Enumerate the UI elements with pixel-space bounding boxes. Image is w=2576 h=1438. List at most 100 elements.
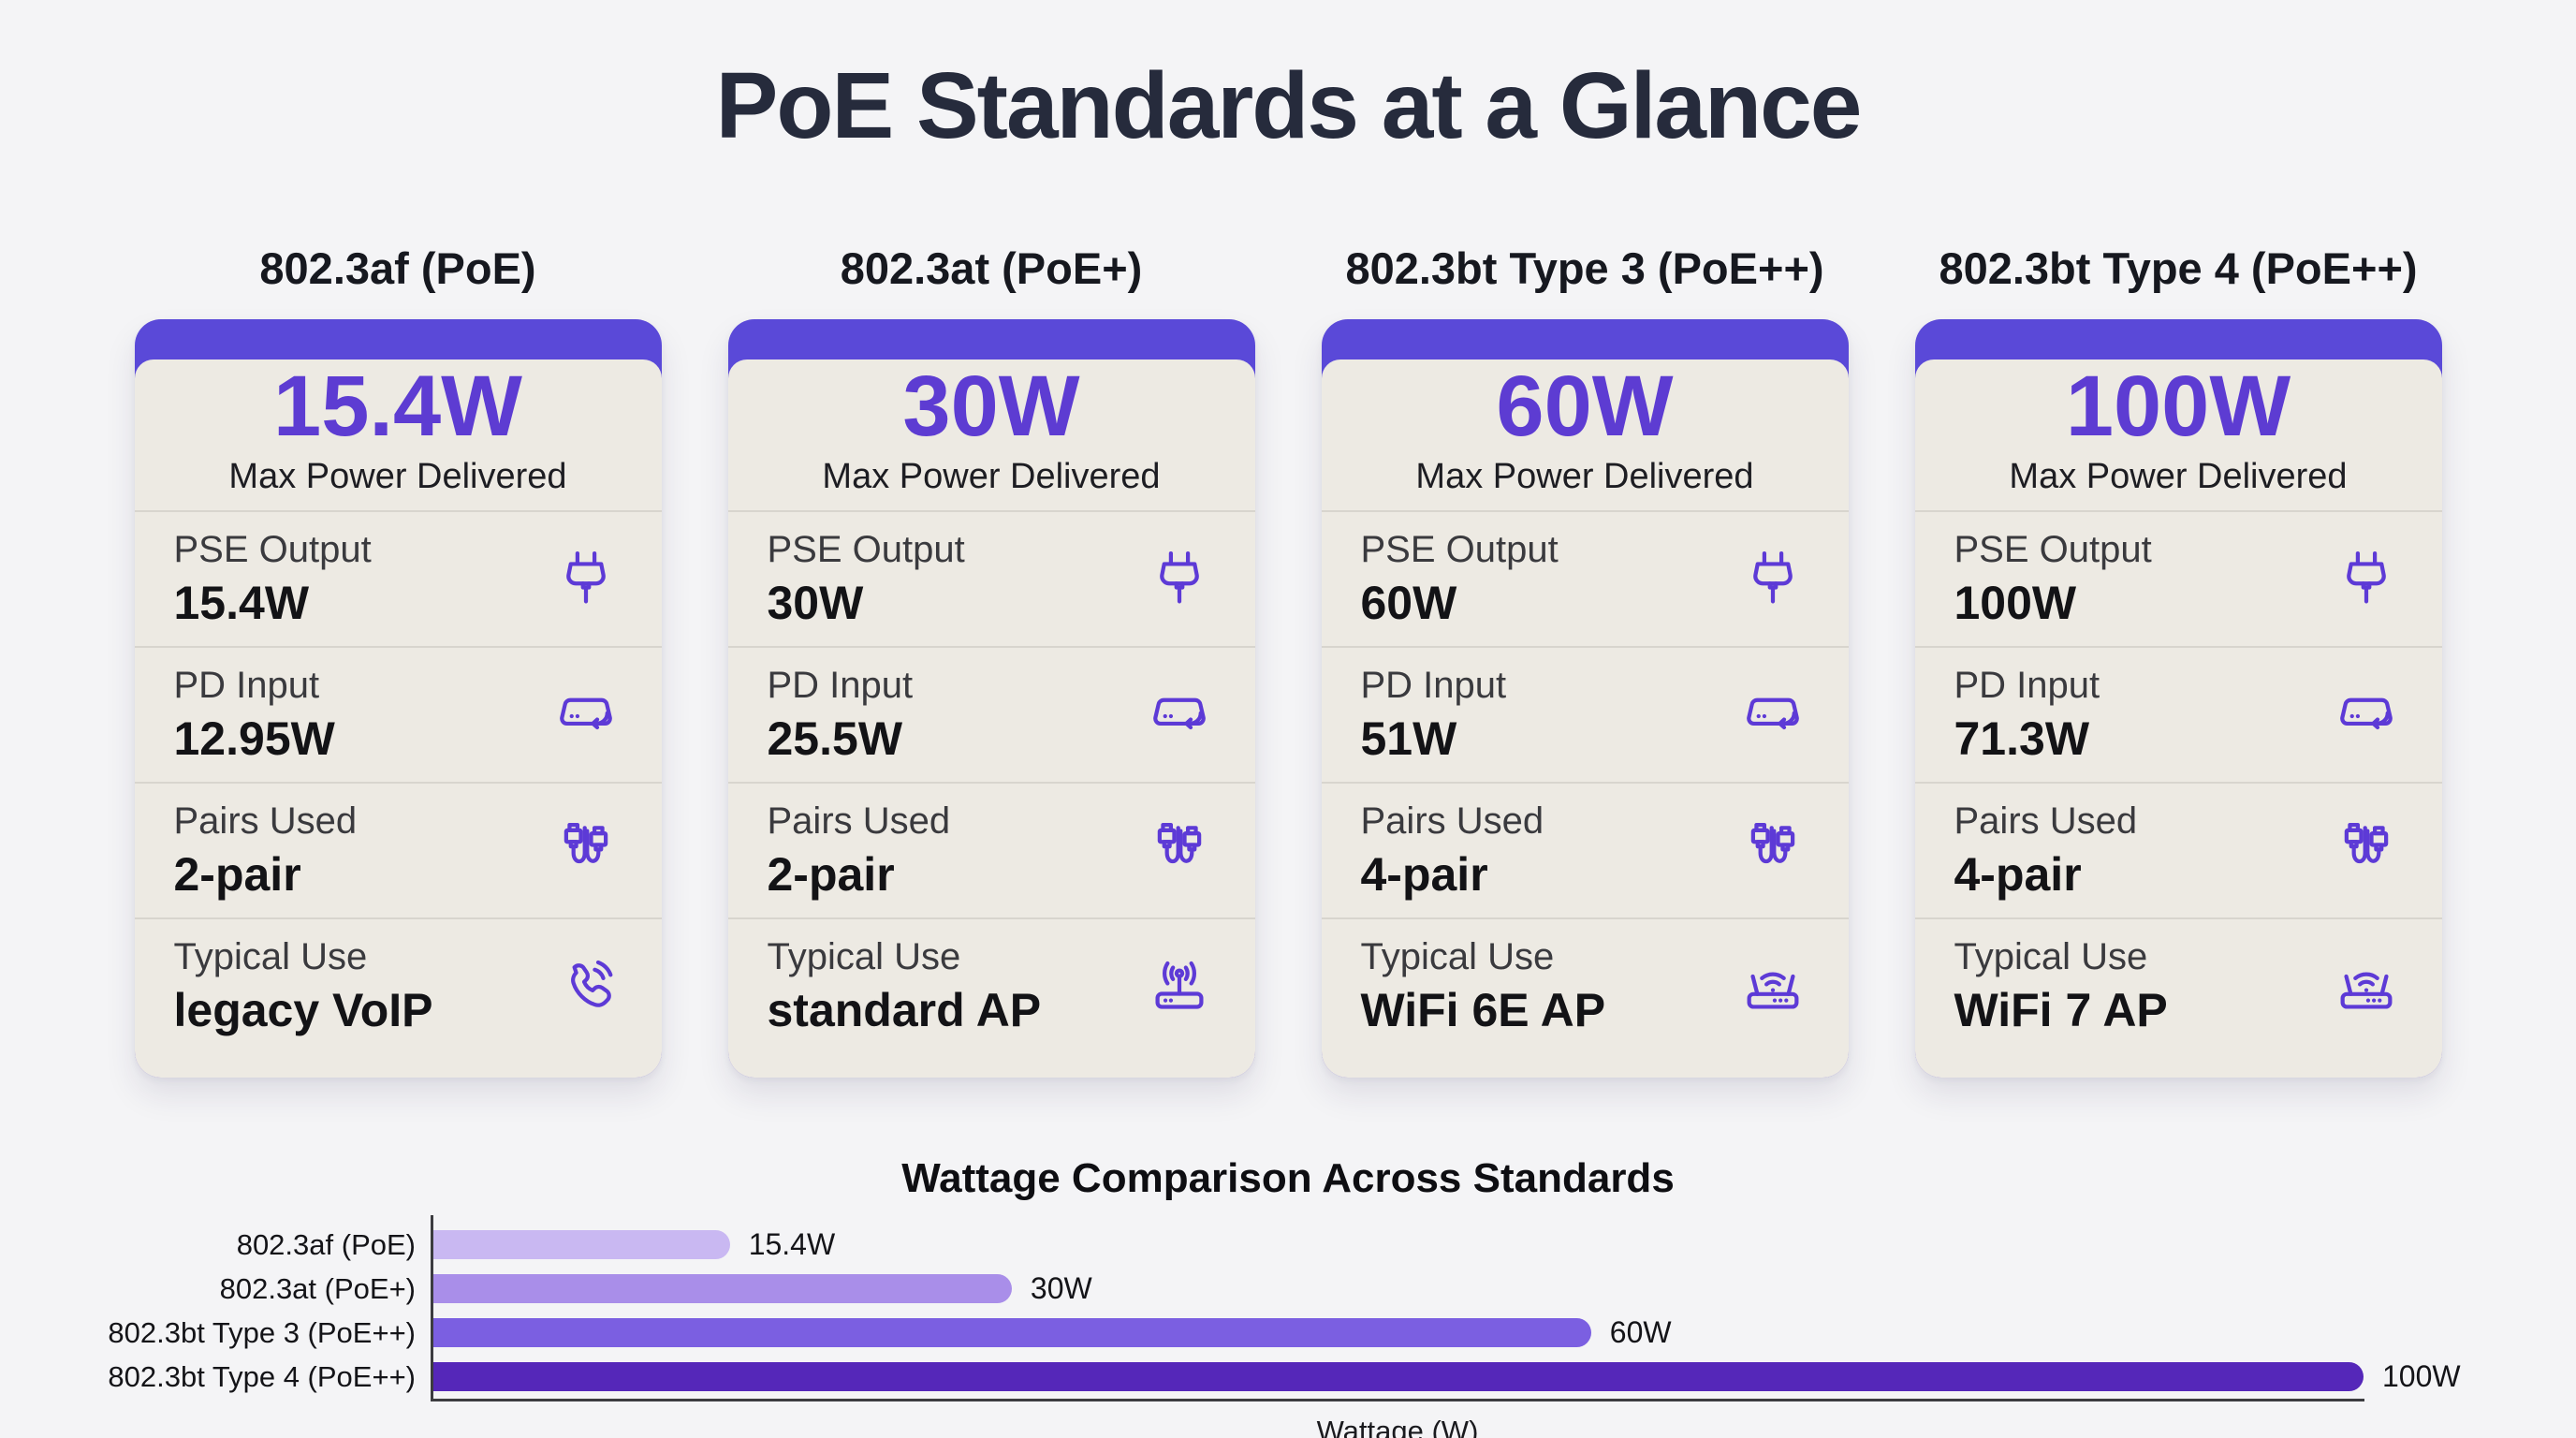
chart-bar xyxy=(432,1362,2364,1392)
spec-row-pd-input: PD Input 25.5W xyxy=(727,646,1255,782)
spec-label: PD Input xyxy=(1954,665,2100,707)
max-power-label: Max Power Delivered xyxy=(2009,456,2348,496)
spec-label: PD Input xyxy=(767,665,914,707)
max-power-value: 30W xyxy=(902,359,1080,455)
wifi-router-icon xyxy=(1736,950,1809,1023)
max-power-value: 15.4W xyxy=(273,359,522,455)
spec-value: 4-pair xyxy=(1360,848,1488,902)
card-accent-frame: 60W Max Power Delivered PSE Output 60W xyxy=(1321,319,1849,1078)
cable-pairs-icon xyxy=(2330,814,2403,888)
phone-icon xyxy=(549,950,622,1023)
spec-value: 51W xyxy=(1360,712,1457,766)
max-power-value: 100W xyxy=(2065,359,2291,455)
spec-value: 30W xyxy=(767,577,864,630)
max-power-label: Max Power Delivered xyxy=(1415,456,1754,496)
standard-card-802-3bt-type4: 802.3bt Type 4 (PoE++) 100W Max Power De… xyxy=(1914,242,2442,1078)
chart-x-axis-line xyxy=(431,1399,2364,1402)
spec-label: PD Input xyxy=(1360,665,1507,707)
powered-device-icon xyxy=(1143,679,1216,752)
powered-device-icon xyxy=(549,679,622,752)
spec-row-typical-use: Typical Use standard AP xyxy=(727,917,1255,1053)
chart-value-label: 15.4W xyxy=(748,1227,836,1262)
spec-label: Pairs Used xyxy=(767,800,951,843)
card-header: 802.3bt Type 4 (PoE++) xyxy=(1939,243,2418,293)
max-power-value: 60W xyxy=(1496,359,1674,455)
standard-card-802-3bt-type3: 802.3bt Type 3 (PoE++) 60W Max Power Del… xyxy=(1321,242,1849,1078)
spec-value: 60W xyxy=(1360,577,1457,630)
spec-row-typical-use: Typical Use WiFi 7 AP xyxy=(1914,917,2442,1053)
spec-label: Typical Use xyxy=(1360,936,1555,978)
spec-row-typical-use: Typical Use WiFi 6E AP xyxy=(1321,917,1849,1053)
wifi-router-icon xyxy=(2330,950,2403,1023)
access-point-icon xyxy=(1143,950,1216,1023)
spec-value: WiFi 7 AP xyxy=(1954,984,2168,1037)
chart-value-label: 30W xyxy=(1030,1271,1092,1306)
standard-card-802-3at: 802.3at (PoE+) 30W Max Power Delivered P… xyxy=(727,242,1255,1078)
chart-category-label: 802.3bt Type 3 (PoE++) xyxy=(108,1315,416,1349)
chart-row: 802.3af (PoE) 15.4W xyxy=(0,1223,2576,1267)
spec-row-pse-output: PSE Output 15.4W xyxy=(134,510,662,646)
spec-value: legacy VoIP xyxy=(173,984,433,1037)
chart-bar xyxy=(432,1230,730,1260)
spec-label: PSE Output xyxy=(173,529,372,571)
spec-label: PSE Output xyxy=(767,529,965,571)
spec-row-pairs-used: Pairs Used 4-pair xyxy=(1914,782,2442,917)
card-header: 802.3bt Type 3 (PoE++) xyxy=(1345,243,1824,293)
plug-icon xyxy=(1736,543,1809,616)
chart-plot-area: 802.3af (PoE) 15.4W 802.3at (PoE+) 30W 8… xyxy=(0,1215,2576,1402)
card-body: 30W Max Power Delivered PSE Output 30W xyxy=(727,359,1255,1078)
spec-label: PSE Output xyxy=(1954,529,2152,571)
chart-bar-track: 100W xyxy=(432,1355,2576,1399)
chart-x-axis-label: Wattage (W) xyxy=(1316,1415,1479,1438)
spec-label: Pairs Used xyxy=(173,800,358,843)
chart-category-label: 802.3bt Type 4 (PoE++) xyxy=(108,1359,416,1393)
card-accent-frame: 100W Max Power Delivered PSE Output 100W xyxy=(1914,319,2442,1078)
powered-device-icon xyxy=(1736,679,1809,752)
chart-value-label: 60W xyxy=(1609,1315,1672,1350)
max-power-label: Max Power Delivered xyxy=(228,456,567,496)
spec-row-pse-output: PSE Output 100W xyxy=(1914,510,2442,646)
chart-category-label: 802.3af (PoE) xyxy=(236,1227,416,1261)
chart-category-label: 802.3at (PoE+) xyxy=(219,1271,416,1305)
spec-value: 4-pair xyxy=(1954,848,2082,902)
card-header: 802.3af (PoE) xyxy=(259,243,536,293)
card-body: 60W Max Power Delivered PSE Output 60W xyxy=(1321,359,1849,1078)
spec-row-typical-use: Typical Use legacy VoIP xyxy=(134,917,662,1053)
chart-title: Wattage Comparison Across Standards xyxy=(901,1155,1675,1202)
card-header: 802.3at (PoE+) xyxy=(840,243,1143,293)
card-body: 15.4W Max Power Delivered PSE Output 15.… xyxy=(134,359,662,1078)
spec-row-pd-input: PD Input 71.3W xyxy=(1914,646,2442,782)
spec-value: 2-pair xyxy=(767,848,895,902)
plug-icon xyxy=(2330,543,2403,616)
spec-value: 15.4W xyxy=(173,577,310,630)
spec-label: Pairs Used xyxy=(1954,800,2138,843)
spec-row-pse-output: PSE Output 60W xyxy=(1321,510,1849,646)
plug-icon xyxy=(1143,543,1216,616)
plug-icon xyxy=(549,543,622,616)
spec-row-pd-input: PD Input 12.95W xyxy=(134,646,662,782)
spec-value: 25.5W xyxy=(767,712,903,766)
card-body: 100W Max Power Delivered PSE Output 100W xyxy=(1914,359,2442,1078)
chart-row: 802.3bt Type 4 (PoE++) 100W xyxy=(0,1355,2576,1399)
card-accent-frame: 30W Max Power Delivered PSE Output 30W xyxy=(727,319,1255,1078)
spec-row-pd-input: PD Input 51W xyxy=(1321,646,1849,782)
spec-label: Typical Use xyxy=(1954,936,2148,978)
cable-pairs-icon xyxy=(549,814,622,888)
spec-label: PSE Output xyxy=(1360,529,1559,571)
cable-pairs-icon xyxy=(1736,814,1809,888)
chart-y-axis-line xyxy=(431,1215,433,1402)
chart-bar xyxy=(432,1318,1591,1348)
spec-value: 100W xyxy=(1954,577,2077,630)
spec-row-pairs-used: Pairs Used 2-pair xyxy=(727,782,1255,917)
chart-bar-track: 15.4W xyxy=(432,1223,2576,1267)
spec-label: Typical Use xyxy=(767,936,961,978)
spec-label: PD Input xyxy=(173,665,320,707)
spec-value: 71.3W xyxy=(1954,712,2090,766)
spec-row-pairs-used: Pairs Used 2-pair xyxy=(134,782,662,917)
cable-pairs-icon xyxy=(1143,814,1216,888)
spec-value: 12.95W xyxy=(173,712,335,766)
chart-bar xyxy=(432,1274,1012,1304)
chart-bar-track: 30W xyxy=(432,1267,2576,1311)
chart-value-label: 100W xyxy=(2382,1359,2461,1394)
